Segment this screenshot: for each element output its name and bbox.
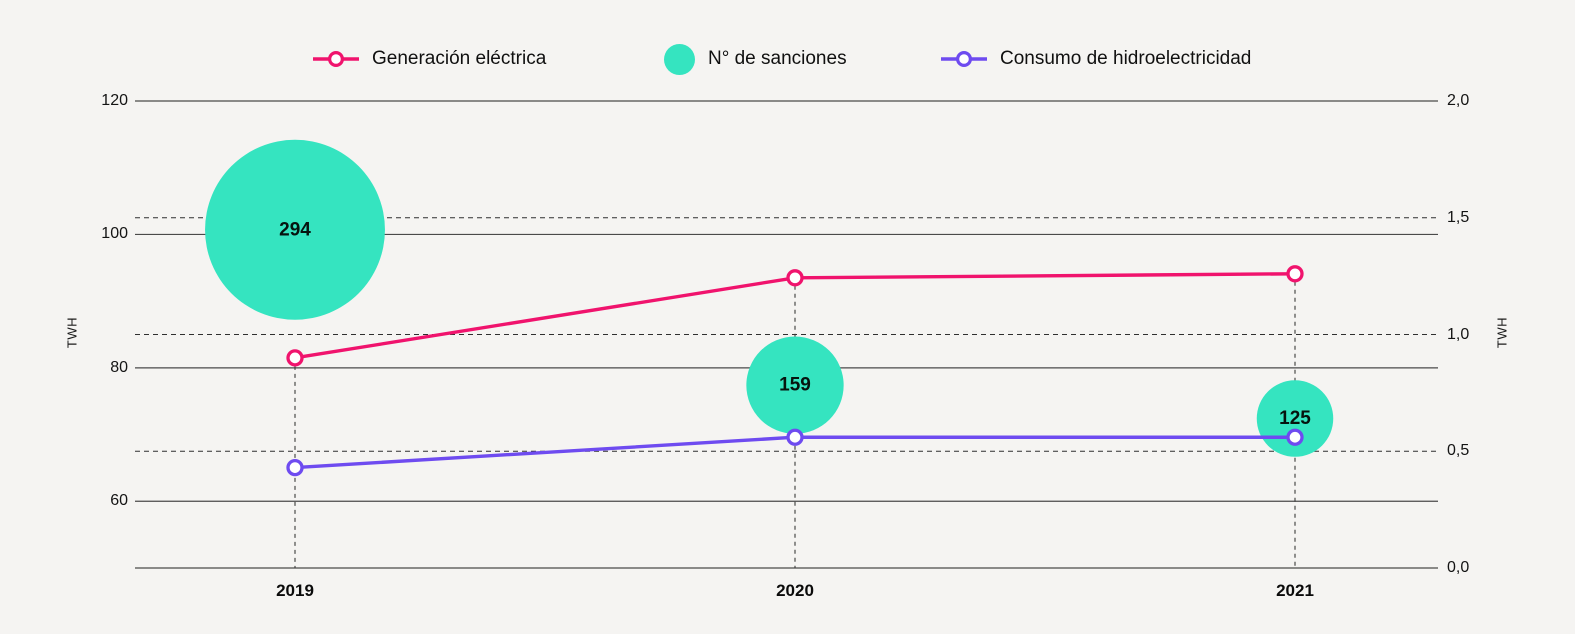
series-generacion-electrica-point[interactable] <box>786 269 804 287</box>
left-axis-tick-120: 120 <box>101 92 128 109</box>
series-consumo-hidroelectricidad <box>286 428 1304 477</box>
series-generacion-electrica <box>286 265 1304 367</box>
sanctions-bubble[interactable] <box>746 336 844 434</box>
x-axis-label-2019: 2019 <box>276 581 314 600</box>
line-circle-marker-icon <box>941 50 987 68</box>
right-axis-tick-1-5: 1,5 <box>1447 209 1470 226</box>
legend-item-generacion-electrica[interactable]: Generación eléctrica <box>313 44 546 74</box>
right-axis-tick-0-5: 0,5 <box>1447 442 1470 459</box>
legend-item-consumo-hidroelectricidad[interactable]: Consumo de hidroelectricidad <box>941 44 1251 74</box>
series-consumo-hidroelectricidad-point[interactable] <box>786 428 804 446</box>
legend-item-sanciones[interactable]: N° de sanciones <box>664 43 847 75</box>
legend-label: Generación eléctrica <box>372 48 547 69</box>
series-consumo-hidroelectricidad-point[interactable] <box>1286 428 1304 446</box>
line-circle-marker-icon <box>313 50 359 68</box>
series-generacion-electrica-point[interactable] <box>1286 265 1304 283</box>
x-axis-label-2021: 2021 <box>1276 581 1314 600</box>
right-axis-tick-0-0: 0,0 <box>1447 559 1470 576</box>
right-axis-tick-2-0: 2,0 <box>1447 92 1470 109</box>
bubble-value-label: 294 <box>279 219 311 240</box>
sanctions-bubble[interactable] <box>205 139 385 320</box>
legend-label: N° de sanciones <box>708 48 847 69</box>
legend-label: Consumo de hidroelectricidad <box>1000 48 1252 69</box>
bubble-labels: 294 159 125 <box>279 219 1311 429</box>
right-axis-tick-1-0: 1,0 <box>1447 326 1470 343</box>
circle-marker-icon <box>664 43 695 75</box>
series-generacion-electrica-point[interactable] <box>286 349 304 367</box>
left-axis-tick-60: 60 <box>110 492 128 509</box>
bubble-value-label: 125 <box>1279 408 1311 429</box>
left-axis-tick-80: 80 <box>110 359 128 376</box>
bubble-value-label: 159 <box>779 375 811 396</box>
x-axis-label-2020: 2020 <box>776 581 814 600</box>
bubble-series-sanciones <box>205 139 1334 457</box>
series-consumo-hidroelectricidad-point[interactable] <box>286 458 304 477</box>
left-axis-tick-100: 100 <box>101 225 128 242</box>
